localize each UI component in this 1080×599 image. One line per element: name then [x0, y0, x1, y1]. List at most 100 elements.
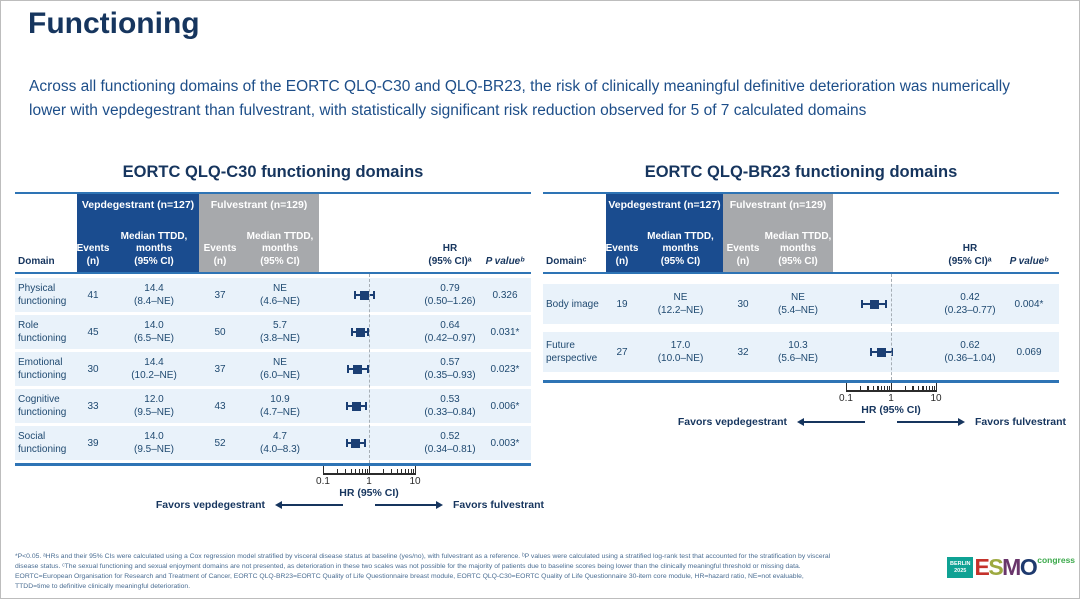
ttdd-cell-ful: 5.7 (3.8–NE) — [259, 320, 300, 344]
domain-cell: Role functioning — [18, 320, 67, 344]
intro-text: Across all functioning domains of the EO… — [29, 78, 1010, 120]
table-header: Vepdegestrant (n=127) Fulvestrant (n=129… — [15, 192, 531, 274]
forest-plot-cell — [833, 284, 941, 324]
axis-tick — [410, 469, 412, 474]
events-cell-vep: 33 — [87, 400, 99, 412]
axis-tick-label: 10 — [409, 476, 421, 487]
page-title: Functioning — [28, 7, 200, 40]
ci-cap — [363, 439, 366, 447]
ci-cap — [372, 291, 375, 299]
fulvestrant-header-block — [723, 194, 833, 272]
ttdd-cell-ful: NE (4.6–NE) — [259, 283, 300, 307]
events-cell-ful: 32 — [737, 346, 749, 358]
col-header-forest-spacer — [833, 194, 941, 272]
table-body: Physical functioning 41 14.4 (8.4–NE) 37 NE … — [15, 274, 531, 466]
footnote-line: EORTC=European Organisation for Research… — [15, 573, 804, 581]
table-row: Social functioning 39 14.0 (9.5–NE) 52 4.7 (… — [15, 426, 531, 460]
events-cell-vep: 30 — [87, 363, 99, 375]
hr-ci-cell: 0.79 (0.50–1.26) — [424, 283, 476, 307]
p-value-cell: 0.031* — [490, 326, 520, 338]
domain-cell: Social functioning — [18, 431, 67, 455]
axis-tick — [912, 386, 914, 391]
axis-tick — [336, 469, 339, 474]
axis-title: HR (95% CI) — [339, 487, 399, 499]
axis-tick — [846, 383, 848, 392]
col-header-ttdd-vep: Median TTDD, months (95% CI) — [120, 230, 188, 267]
col-header-events-vep: Events (n) — [76, 243, 110, 267]
hr-ci-cell: 0.62 (0.36–1.04) — [944, 340, 996, 364]
ttdd-cell-ful: 10.9 (4.7–NE) — [259, 394, 300, 418]
group-header-fulvestrant: Fulvestrant (n=129) — [729, 199, 827, 211]
hr-ci-cell: 0.57 (0.35–0.93) — [424, 357, 476, 381]
col-header-ttdd-vep: Median TTDD, months (95% CI) — [647, 230, 714, 267]
group-header-vepdegestrant: Vepdegestrant (n=127) — [81, 199, 195, 211]
axis-tick — [926, 386, 928, 391]
events-cell-vep: 19 — [616, 298, 628, 310]
events-cell-vep: 41 — [87, 289, 99, 301]
domain-cell: Body image — [546, 298, 599, 310]
ci-cap — [350, 328, 353, 336]
col-header-hr: HR (95% CI)ᵃ — [948, 243, 992, 267]
table-header: Vepdegestrant (n=127) Fulvestrant (n=129… — [543, 192, 1059, 274]
table-row: Role functioning 45 14.0 (6.5–NE) 50 5.7 (3.… — [15, 315, 531, 349]
events-cell-vep: 39 — [87, 437, 99, 449]
table-row: Physical functioning 41 14.4 (8.4–NE) 37 NE … — [15, 278, 531, 312]
hr-point-marker — [351, 401, 361, 411]
ttdd-cell-vep: NE (12.2–NE) — [657, 292, 704, 316]
events-cell-ful: 43 — [214, 400, 226, 412]
ttdd-cell-ful: NE (6.0–NE) — [259, 357, 300, 381]
ttdd-cell-vep: 14.0 (6.5–NE) — [133, 320, 174, 344]
axis-tick — [918, 386, 920, 391]
events-cell-vep: 45 — [87, 326, 99, 338]
ci-cap — [354, 291, 357, 299]
col-header-pvalue: P valueᵇ — [1009, 255, 1049, 267]
col-header-domain: Domainᶜ — [546, 255, 587, 267]
hr-ci-cell: 0.64 (0.42–0.97) — [424, 320, 476, 344]
axis-tick — [877, 386, 879, 391]
ci-cap — [364, 402, 367, 410]
col-header-ttdd-ful: Median TTDD, months (95% CI) — [246, 230, 314, 267]
axis-tick — [323, 466, 325, 475]
left-arrow-icon — [797, 417, 865, 426]
axis-tick-label: 1 — [888, 393, 894, 404]
ci-cap — [346, 439, 349, 447]
group-header-vepdegestrant: Vepdegestrant (n=127) — [608, 199, 721, 211]
col-header-ttdd-ful: Median TTDD, months (95% CI) — [764, 230, 832, 267]
axis-tick — [904, 386, 906, 391]
reference-line — [891, 274, 892, 380]
esmo-letter: M — [1002, 554, 1021, 581]
congress-label: congress — [1037, 555, 1076, 565]
p-value-cell: 0.004* — [1014, 298, 1044, 310]
forest-plot-cell — [319, 389, 421, 423]
reference-line — [369, 274, 370, 463]
axis-tick — [366, 469, 369, 474]
ttdd-cell-vep: 14.0 (9.5–NE) — [133, 431, 174, 455]
axis-tick — [873, 386, 875, 391]
qlq-c30-forest-table: EORTC QLQ-C30 functioning domains Vepdeg… — [15, 163, 544, 518]
axis-title: HR (95% CI) — [861, 404, 921, 416]
group-header-fulvestrant: Fulvestrant (n=129) — [210, 199, 308, 211]
axis-tick-label: 1 — [366, 476, 372, 487]
favors-right-label: Favors fulvestrant — [453, 499, 545, 511]
hr-point-marker — [351, 438, 361, 448]
berlin-2025-badge: BERLIN 2025 — [947, 557, 974, 579]
axis-tick-label: 0.1 — [839, 393, 853, 404]
hr-point-marker — [359, 290, 369, 300]
axis-tick — [401, 469, 403, 474]
axis-tick — [888, 386, 891, 391]
axis-tick — [404, 469, 406, 474]
axis-tick — [936, 383, 938, 392]
footnotes: *P<0.05. ᵃHRs and their 95% CIs were cal… — [15, 552, 930, 592]
axis-tick — [350, 469, 352, 474]
forest-plot-cell — [833, 332, 941, 372]
ci-cap — [870, 348, 873, 356]
ttdd-cell-vep: 14.4 (10.2–NE) — [131, 357, 177, 381]
axis-tick-label: 10 — [930, 393, 942, 404]
axis-tick — [867, 386, 869, 391]
ttdd-cell-vep: 12.0 (9.5–NE) — [133, 394, 174, 418]
right-arrow-icon — [375, 500, 443, 509]
axis-tick — [922, 386, 924, 391]
events-cell-ful: 30 — [737, 298, 749, 310]
table-row: Emotional functioning 30 14.4 (10.2–NE) 37 N… — [15, 352, 531, 386]
